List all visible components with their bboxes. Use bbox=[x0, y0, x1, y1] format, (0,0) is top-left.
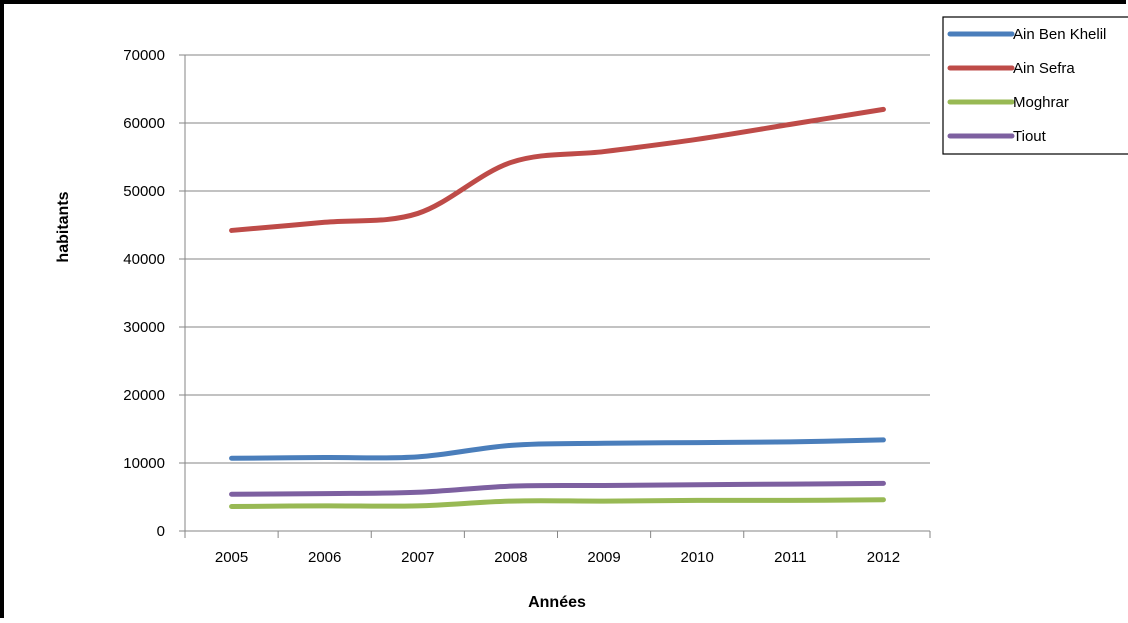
series-lines bbox=[229, 106, 886, 510]
y-tick-label: 50000 bbox=[123, 183, 165, 200]
series-line-ain-ben-khelil bbox=[229, 437, 886, 461]
y-tick-label: 10000 bbox=[123, 455, 165, 472]
legend-label-tiout: Tiout bbox=[1013, 128, 1047, 145]
y-tick-label: 20000 bbox=[123, 387, 165, 404]
legend: Ain Ben Khelil Ain Sefra Moghrar Tiout bbox=[942, 16, 1128, 155]
y-tick-label: 0 bbox=[157, 523, 165, 540]
y-tick-label: 60000 bbox=[123, 115, 165, 132]
series-line-tiout bbox=[229, 480, 886, 497]
legend-box bbox=[942, 16, 1128, 155]
x-tick-label: 2009 bbox=[587, 549, 620, 566]
gridlines bbox=[185, 54, 930, 464]
y-tick-label: 30000 bbox=[123, 319, 165, 336]
axes: 0 10000 20000 30000 40000 50000 60000 70000 2005… bbox=[123, 47, 931, 566]
legend-items: Ain Ben Khelil Ain Sefra Moghrar Tiout bbox=[947, 26, 1106, 145]
x-tick-label: 2005 bbox=[215, 549, 248, 566]
legend-label-moghrar: Moghrar bbox=[1013, 94, 1069, 111]
y-tick-label: 40000 bbox=[123, 251, 165, 268]
legend-label-ain-ben-khelil: Ain Ben Khelil bbox=[1013, 26, 1106, 43]
x-tick-label: 2007 bbox=[401, 549, 434, 566]
x-tick-label: 2008 bbox=[494, 549, 527, 566]
legend-label-ain-sefra: Ain Sefra bbox=[1013, 60, 1075, 77]
y-axis-title: habitants bbox=[55, 191, 72, 262]
x-tick-label: 2011 bbox=[774, 549, 806, 566]
series-line-moghrar bbox=[229, 497, 886, 510]
x-tick-label: 2010 bbox=[681, 549, 714, 566]
x-tick-label: 2006 bbox=[308, 549, 341, 566]
x-axis-title: Années bbox=[528, 594, 586, 611]
x-tick-label: 2012 bbox=[867, 549, 900, 566]
series-line-ain-sefra bbox=[229, 106, 886, 233]
y-tick-label: 70000 bbox=[123, 47, 165, 64]
